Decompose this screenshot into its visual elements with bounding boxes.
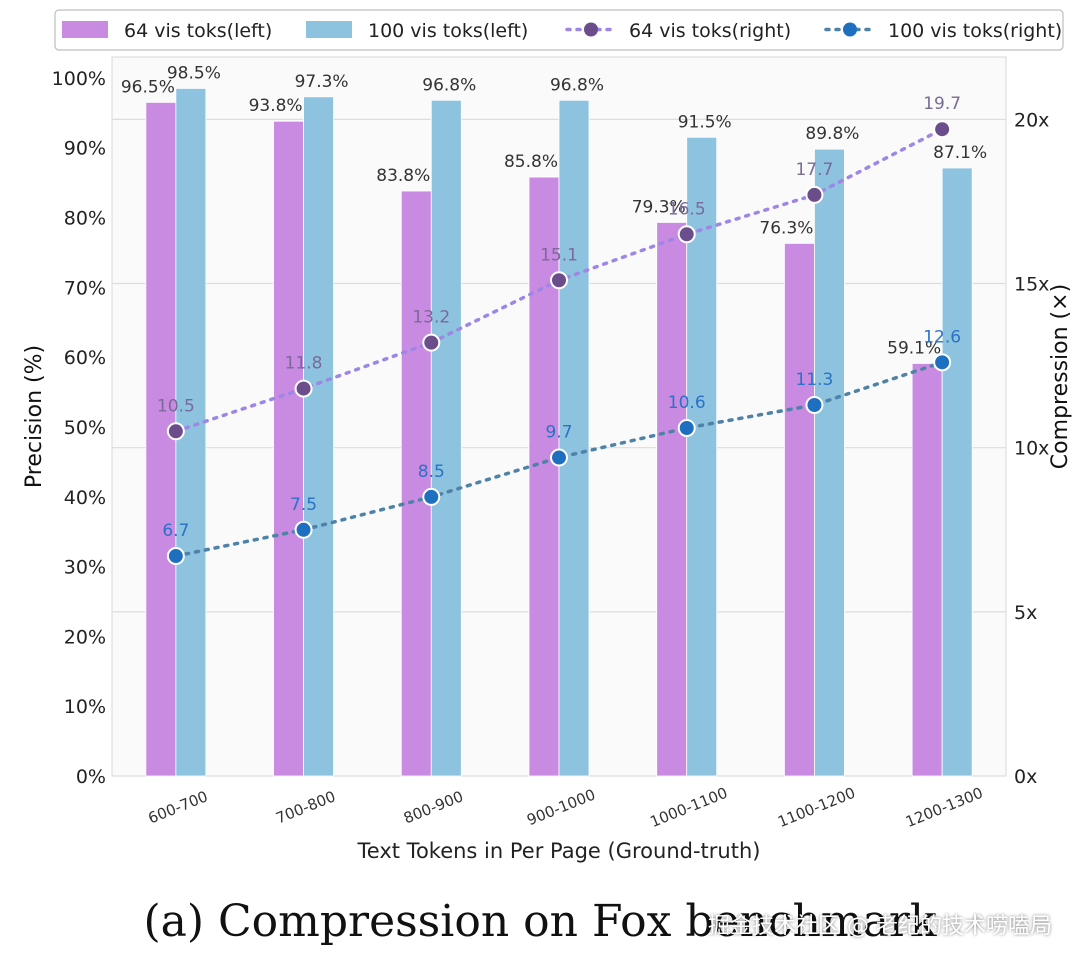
bar: [528, 176, 560, 777]
bar: [400, 190, 432, 777]
bar-value-label: 96.5%: [121, 77, 175, 97]
line-marker: [294, 379, 313, 398]
y-axis-title: Precision (%): [22, 345, 47, 488]
legend-swatch: [306, 21, 352, 38]
bar-value-label: 96.8%: [422, 75, 476, 95]
line-marker: [933, 353, 952, 372]
y-tick-label: 40%: [64, 487, 106, 509]
y2-axis-title: Compression (×): [1048, 284, 1073, 469]
x-axis-title: Text Tokens in Per Page (Ground-truth): [357, 839, 761, 863]
x-tick-label: 700-800: [273, 787, 338, 827]
bar: [656, 222, 688, 777]
bar: [145, 101, 177, 777]
y2-tick-label: 10x: [1014, 438, 1049, 460]
bar: [558, 99, 590, 777]
y-tick-label: 10%: [64, 696, 106, 718]
line-marker: [805, 396, 824, 415]
y-tick-label: 60%: [64, 347, 106, 369]
line-value-label: 13.2: [412, 308, 450, 328]
y2-tick-label: 15x: [1014, 274, 1049, 296]
line-marker: [677, 418, 696, 437]
line-value-label: 10.5: [157, 396, 195, 416]
legend-marker: [843, 22, 857, 37]
line-marker: [933, 120, 952, 139]
line-value-label: 7.5: [290, 495, 317, 515]
bar: [430, 99, 462, 777]
line-marker: [166, 422, 185, 441]
bar-value-label: 93.8%: [249, 96, 303, 116]
x-tick-label: 1100-1200: [775, 784, 858, 831]
legend-label: 100 vis toks(right): [888, 20, 1062, 42]
bar-value-label: 87.1%: [933, 143, 987, 163]
line-marker: [550, 271, 568, 290]
line-value-label: 15.1: [540, 245, 578, 265]
line-value-label: 9.7: [545, 423, 572, 443]
figure-caption: (a) Compression on Fox benchmark: [143, 896, 937, 947]
line-value-label: 11.3: [795, 370, 833, 390]
bar-value-label: 89.8%: [805, 124, 859, 144]
bar-value-label: 76.3%: [759, 218, 813, 238]
bar: [814, 148, 845, 777]
line-value-label: 17.7: [795, 160, 833, 180]
legend-marker: [584, 22, 598, 37]
line-marker: [166, 547, 185, 566]
y-tick-label: 70%: [64, 277, 106, 299]
y-tick-label: 100%: [52, 68, 106, 90]
bar: [686, 136, 718, 777]
x-tick-label: 1200-1300: [903, 784, 986, 831]
legend-label: 64 vis toks(left): [124, 20, 272, 42]
bar-value-label: 79.3%: [632, 197, 686, 217]
y-tick-label: 0%: [76, 766, 106, 788]
y-tick-label: 50%: [64, 417, 106, 439]
line-value-label: 19.7: [923, 94, 961, 114]
bar: [303, 96, 334, 777]
x-tick-label: 600-700: [146, 787, 211, 827]
line-value-label: 10.6: [668, 393, 706, 413]
bar: [784, 242, 815, 777]
y-tick-label: 90%: [64, 138, 106, 160]
x-tick-label: 800-900: [401, 787, 466, 827]
line-marker: [677, 225, 696, 244]
line-marker: [422, 487, 441, 506]
bar: [911, 363, 943, 777]
chart: 0% 10% 20% 30% 40% 50% 60% 70% 80% 90% 100% 0x 5x 10x…: [22, 9, 1073, 863]
x-tick-label: 1000-1100: [648, 784, 731, 831]
y2-tick-label: 20x: [1014, 109, 1049, 131]
bar-value-label: 91.5%: [678, 112, 732, 132]
line-value-label: 8.5: [418, 462, 445, 482]
line-value-label: 6.7: [162, 521, 189, 541]
legend-label: 100 vis toks(left): [368, 20, 528, 42]
line-value-label: 12.6: [923, 327, 961, 347]
line-marker: [550, 448, 568, 467]
bar-value-label: 83.8%: [376, 166, 430, 186]
bar-value-label: 59.1%: [887, 338, 941, 358]
legend-label: 64 vis toks(right): [629, 20, 791, 42]
y-tick-label: 80%: [64, 208, 106, 230]
line-marker: [294, 520, 313, 539]
legend-box: [54, 9, 1064, 51]
bar-value-label: 96.8%: [550, 75, 604, 95]
bar: [941, 167, 973, 777]
y-tick-label: 30%: [64, 557, 106, 579]
bar: [273, 120, 304, 777]
line-value-label: 16.5: [668, 199, 706, 219]
y2-tick-label: 5x: [1014, 602, 1037, 624]
bar-value-label: 98.5%: [167, 63, 221, 83]
bar-value-label: 85.8%: [504, 152, 558, 172]
watermark: 掘金技术社区 @ 老纪的技术唠嗑局: [708, 914, 1052, 939]
line-marker: [422, 333, 441, 352]
line-marker: [805, 185, 824, 204]
x-tick-label: 900-1000: [524, 785, 598, 829]
line-value-label: 11.8: [285, 354, 323, 374]
legend-swatch: [62, 21, 108, 38]
bar-value-label: 97.3%: [295, 72, 349, 92]
y-tick-label: 20%: [64, 626, 106, 648]
y2-tick-label: 0x: [1014, 766, 1037, 788]
